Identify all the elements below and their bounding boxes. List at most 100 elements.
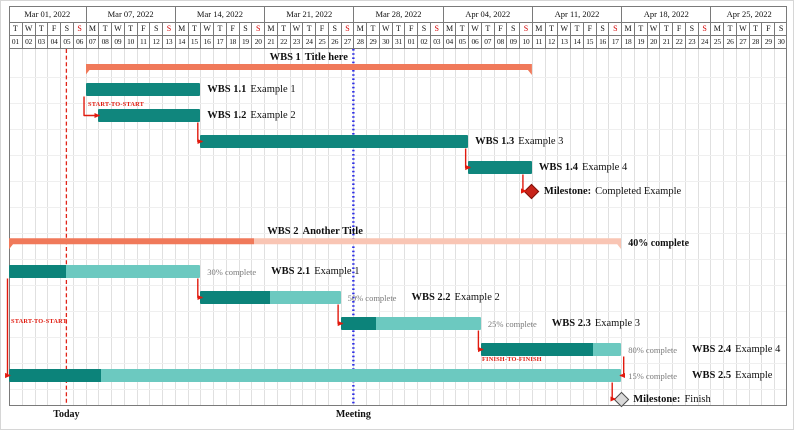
- task-label-t12: WBS 1.2 Example 2: [207, 108, 295, 123]
- day-number: 21: [662, 37, 670, 46]
- calendar-week-label: Apr 11, 2022: [554, 9, 600, 19]
- calendar-day-number-cell: 17: [213, 35, 226, 48]
- day-number: 12: [548, 37, 556, 46]
- day-number: 21: [267, 37, 275, 46]
- day-gridline: [646, 49, 648, 405]
- task-bar-t22: [200, 291, 341, 304]
- calendar-day-letter-cell: S: [697, 22, 711, 35]
- day-number: 02: [25, 37, 33, 46]
- group-title: WBS 2 Another Title: [267, 225, 363, 238]
- day-gridline: [570, 49, 572, 405]
- day-gridline: [85, 49, 87, 405]
- header-divider: [9, 22, 787, 23]
- calendar-week-label: Mar 28, 2022: [375, 9, 422, 19]
- day-letter: T: [306, 24, 312, 33]
- day-letter: M: [535, 24, 543, 33]
- day-gridline: [21, 49, 23, 405]
- day-number: 26: [331, 37, 339, 46]
- calendar-day-letter-cell: W: [557, 22, 570, 35]
- calendar-day-letter-cell: M: [85, 22, 99, 35]
- day-number: 03: [433, 37, 441, 46]
- calendar-day-letter-cell: T: [213, 22, 226, 35]
- row-gridline: [10, 129, 786, 130]
- day-letter: W: [471, 24, 479, 33]
- day-number: 30: [382, 37, 390, 46]
- header-bottom-divider: [9, 48, 787, 49]
- calendar-day-number-cell: 15: [187, 35, 201, 48]
- link-label-text: START-TO-START: [11, 318, 68, 325]
- day-gridline: [595, 49, 597, 405]
- calendar-day-letter-cell: F: [404, 22, 417, 35]
- task-label-t21: 30% complete WBS 2.1 Example 1: [207, 264, 359, 279]
- day-gridline: [429, 49, 431, 405]
- day-letter: T: [485, 24, 491, 33]
- calendar-day-letter-cell: T: [659, 22, 672, 35]
- calendar-day-letter-cell: F: [225, 22, 239, 35]
- day-letter: T: [753, 24, 759, 33]
- day-number: 11: [535, 37, 543, 46]
- day-number: 11: [140, 37, 147, 46]
- day-letter: W: [560, 24, 569, 33]
- day-gridline: [544, 49, 546, 405]
- calendar-day-number-cell: 23: [684, 35, 698, 48]
- calendar-day-number-cell: 13: [162, 35, 175, 48]
- day-letter: S: [689, 24, 695, 33]
- task-bar-t21: [9, 265, 201, 278]
- day-gridline: [111, 49, 113, 405]
- day-number: 13: [560, 37, 568, 46]
- day-number: 27: [739, 37, 747, 46]
- task-desc: Example 2: [250, 110, 296, 121]
- day-number: 23: [292, 37, 300, 46]
- day-letter: W: [24, 24, 33, 33]
- task-bar-t11: [85, 83, 201, 96]
- calendar-day-number-cell: 17: [608, 35, 621, 48]
- day-gridline: [557, 49, 559, 405]
- day-gridline: [710, 49, 712, 405]
- task-progress-text: 80% complete: [628, 344, 678, 355]
- day-gridline: [633, 49, 635, 405]
- marker-label-text: Today: [53, 409, 80, 420]
- calendar-day-number-cell: 24: [697, 35, 711, 48]
- day-number: 27: [343, 37, 351, 46]
- day-gridline: [697, 49, 699, 405]
- calendar-week: Apr 18, 2022: [621, 6, 710, 22]
- task-desc: Example 1: [250, 84, 296, 95]
- task-desc: Example 4: [735, 344, 781, 355]
- calendar-day-letter-cell: T: [302, 22, 315, 35]
- day-letter: T: [281, 24, 287, 33]
- calendar-day-letter-cell: S: [162, 22, 175, 35]
- day-letter: S: [255, 24, 261, 33]
- day-letter: T: [12, 24, 18, 33]
- task-bar-complete: [480, 343, 594, 356]
- day-letter: T: [549, 24, 554, 33]
- day-gridline: [213, 49, 215, 405]
- calendar-day-letter-cell: S: [340, 22, 354, 35]
- calendar-week-label: Mar 07, 2022: [107, 9, 154, 19]
- calendar-week: Mar 28, 2022: [353, 6, 442, 22]
- day-letter: M: [356, 24, 364, 33]
- day-number: 07: [484, 37, 492, 46]
- task-name: WBS 2.3: [551, 318, 591, 329]
- calendar-day-number-cell: 13: [557, 35, 570, 48]
- day-letter: S: [166, 24, 172, 33]
- calendar-day-number-cell: 08: [493, 35, 507, 48]
- day-number: 29: [369, 37, 377, 46]
- day-letter: T: [396, 24, 401, 33]
- task-bar-remaining: [375, 317, 481, 330]
- day-gridline: [276, 49, 278, 405]
- day-letter: S: [64, 24, 70, 33]
- day-gridline: [608, 49, 610, 405]
- calendar-day-letter-cell: M: [264, 22, 277, 35]
- day-gridline: [302, 49, 304, 405]
- meeting-label: Meeting: [336, 409, 371, 420]
- row-gridline: [10, 181, 786, 182]
- day-letter: F: [587, 24, 593, 33]
- day-number: 25: [713, 37, 721, 46]
- calendar-day-letter-cell: S: [327, 22, 341, 35]
- task-name: WBS 1.2: [207, 110, 247, 121]
- day-number: 10: [127, 37, 135, 46]
- calendar-day-letter-cell: S: [251, 22, 264, 35]
- calendar-day-number-cell: 14: [174, 35, 188, 48]
- calendar-day-letter-cell: T: [633, 22, 647, 35]
